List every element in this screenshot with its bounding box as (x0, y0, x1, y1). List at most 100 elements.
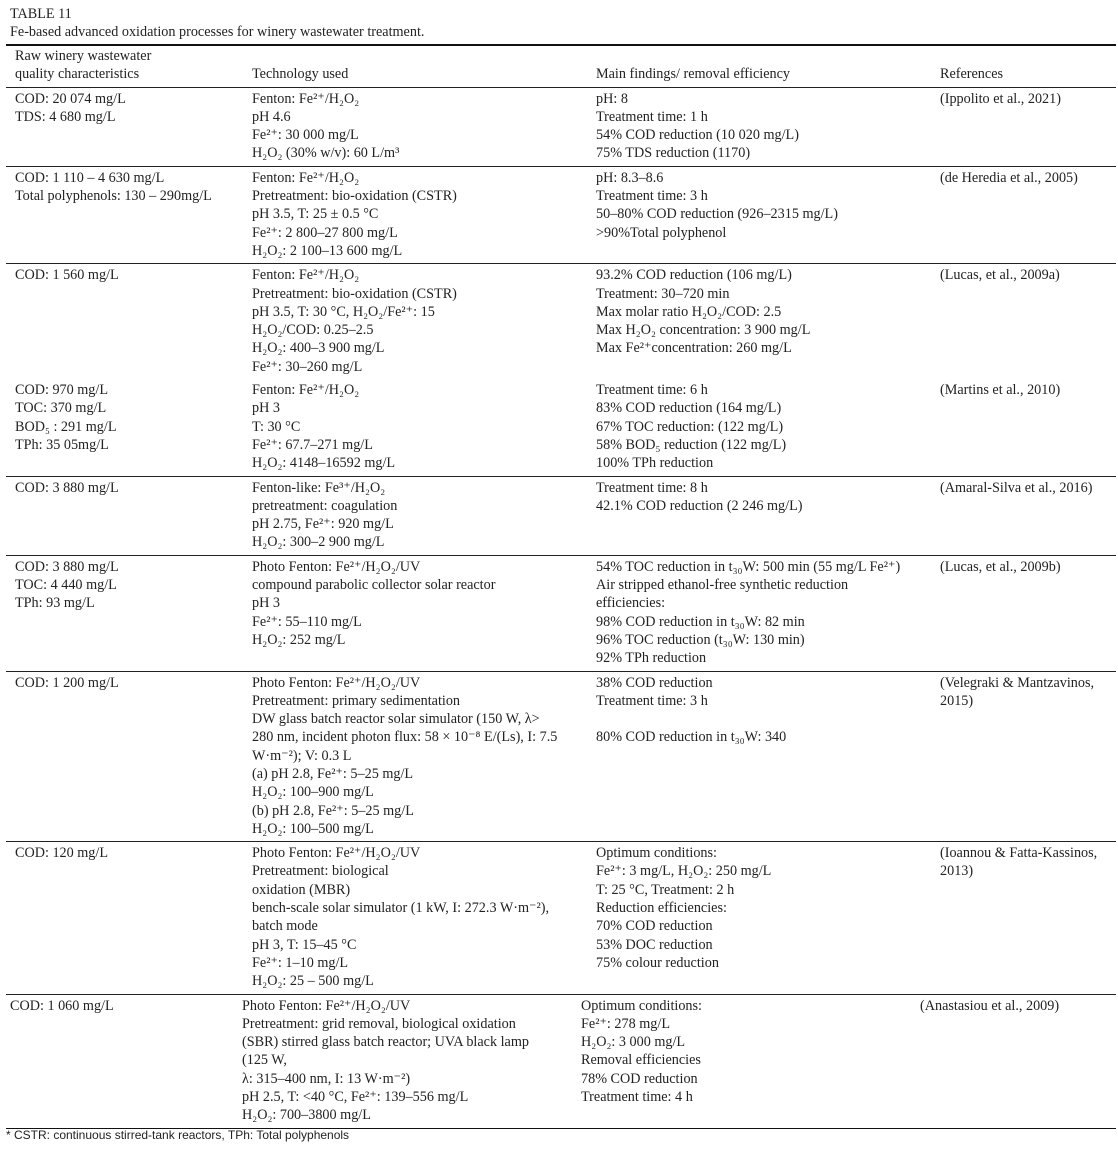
cell-line: Photo Fenton: Fe²⁺/H₂O₂/UV (252, 558, 421, 575)
cell-line: >90%Total polyphenol (596, 224, 727, 241)
cell-findings: 54% TOC reduction in t₃₀W: 500 min (55 m… (587, 558, 931, 668)
cell-reference: (Amaral-Silva et al., 2016) (931, 479, 1116, 552)
cell-wastewater-characteristics: COD: 20 074 mg/L TDS: 4 680 mg/L (6, 90, 243, 163)
cell-line: Treatment time: 3 h (596, 188, 708, 205)
cell-line: TOC: 370 mg/L (15, 400, 107, 417)
cell-findings: Optimum conditions: Fe²⁺: 3 mg/L, H₂O₂: 2… (587, 844, 931, 990)
cell-line: Fenton: Fe²⁺/H₂O₂ (252, 90, 360, 107)
cell-line: 100% TPh reduction (596, 455, 714, 472)
cell-line: Treatment time: 8 h (596, 479, 708, 496)
cell-technology: Fenton: Fe²⁺/H₂O₂ Pretreatment: bio-oxida… (243, 169, 587, 260)
cell-line: H₂O₂: 100–500 mg/L (252, 820, 374, 837)
cell-line: COD: 20 074 mg/L (15, 90, 126, 107)
cell-line: COD: 970 mg/L (15, 382, 109, 399)
cell-line: pH: 8 (596, 90, 628, 107)
cell-line: TPh: 93 mg/L (15, 595, 95, 612)
cell-line: Fenton: Fe²⁺/H₂O₂ (252, 267, 360, 284)
cell-findings: 93.2% COD reduction (106 mg/L) Treatment:… (587, 266, 931, 376)
cell-line: 67% TOC reduction: (122 mg/L) (596, 418, 784, 435)
cell-line: TDS: 4 680 mg/L (15, 108, 116, 125)
cell-line: T: 30 °C (252, 418, 301, 435)
cell-line: Treatment time: 1 h (596, 108, 708, 125)
cell-line: DW glass batch reactor solar simulator (… (252, 711, 540, 728)
header-row: Raw winery wastewater quality characteris… (6, 46, 1116, 88)
cell-line: quality characteristics (15, 66, 140, 83)
cell-line: Pretreatment: bio-oxidation (CSTR) (252, 188, 457, 205)
cell-line: 93.2% COD reduction (106 mg/L) (596, 267, 792, 284)
cell-line: H₂O₂: 3 000 mg/L (581, 1034, 686, 1051)
cell-reference: (Lucas, et al., 2009b) (931, 558, 1116, 668)
cell-line: Max molar ratio H₂O₂/COD: 2.5 (596, 303, 782, 320)
cell-line: 75% colour reduction (596, 954, 719, 971)
cell-line (596, 47, 931, 65)
cell-line: COD: 1 110 – 4 630 mg/L (15, 169, 165, 186)
cell-line: pH 3.5, T: 25 ± 0.5 °C (252, 206, 379, 223)
cell-line: Fe²⁺: 3 mg/L, H₂O₂: 250 mg/L (596, 863, 772, 880)
cell-line: 42.1% COD reduction (2 246 mg/L) (596, 497, 803, 514)
cell-line: Technology used (252, 66, 349, 83)
cell-line: 38% COD reduction (596, 674, 713, 691)
cell-line: COD: 3 880 mg/L (15, 479, 119, 496)
cell-line: oxidation (MBR) (252, 881, 351, 898)
cell-line: Main findings/ removal efficiency (596, 66, 790, 83)
cell-line: Fenton: Fe²⁺/H₂O₂ (252, 169, 360, 186)
cell-line: (Anastasiou et al., 2009) (920, 997, 1060, 1014)
cell-technology: Photo Fenton: Fe²⁺/H₂O₂/UV Pretreatment: … (233, 997, 577, 1125)
cell-technology: Fenton: Fe²⁺/H₂O₂ Pretreatment: bio-oxida… (243, 266, 587, 376)
cell-wastewater-characteristics: COD: 3 880 mg/L (6, 479, 243, 552)
cell-technology: Fenton: Fe²⁺/H₂O₂ pH 3 T: 30 °C Fe²⁺: 67.7–… (243, 381, 587, 472)
cell-line: H₂O₂ (30% w/v): 60 L/m³ (252, 145, 400, 162)
cell-wastewater-characteristics: COD: 1 200 mg/L (6, 674, 243, 839)
cell-line: bench-scale solar simulator (1 kW, I: 27… (252, 900, 549, 917)
cell-line: pH 3, T: 15–45 °C (252, 936, 357, 953)
cell-line: COD: 1 560 mg/L (15, 267, 119, 284)
cell-reference: (Anastasiou et al., 2009) (911, 997, 1096, 1125)
cell-line: COD: 1 200 mg/L (15, 674, 119, 691)
cell-wastewater-characteristics: COD: 970 mg/L TOC: 370 mg/L BOD₅ : 291 mg/… (6, 381, 243, 472)
cell-line: pH 3 (252, 595, 280, 612)
cell-line: T: 25 °C, Treatment: 2 h (596, 881, 735, 898)
cell-line: 92% TPh reduction (596, 650, 707, 667)
cell-line: (125 W, (242, 1052, 287, 1069)
table-row: COD: 1 560 mg/L Fenton: Fe²⁺/H₂O₂ Pretreat… (6, 264, 1116, 379)
cell-line: Treatment time: 6 h (596, 382, 708, 399)
cell-findings: pH: 8 Treatment time: 1 h 54% COD reductio… (587, 90, 931, 163)
cell-line: COD: 1 060 mg/L (10, 997, 114, 1014)
cell-wastewater-characteristics: Raw winery wastewater quality characteris… (6, 47, 243, 84)
cell-reference: (Velegraki & Mantzavinos, 2015) (931, 674, 1116, 839)
cell-line: H₂O₂: 4148–16592 mg/L (252, 455, 396, 472)
cell-line: Fe²⁺: 1–10 mg/L (252, 954, 349, 971)
cell-line: 96% TOC reduction (t₃₀W: 130 min) (596, 631, 805, 648)
cell-line: TPh: 35 05mg/L (15, 436, 109, 453)
cell-reference: (Ippolito et al., 2021) (931, 90, 1116, 163)
cell-line (252, 47, 587, 65)
cell-line: 98% COD reduction in t₃₀W: 82 min (596, 613, 805, 630)
cell-line: Total polyphenols: 130 – 290mg/L (15, 188, 212, 205)
cell-line: 53% DOC reduction (596, 936, 713, 953)
cell-line: (Ioannou & Fatta-Kassinos, (940, 845, 1098, 862)
cell-line: Fe²⁺: 30–260 mg/L (252, 358, 363, 375)
cell-line: 75% TDS reduction (1170) (596, 145, 751, 162)
cell-line: Photo Fenton: Fe²⁺/H₂O₂/UV (242, 997, 411, 1014)
table-row: COD: 20 074 mg/L TDS: 4 680 mg/L Fenton: F… (6, 88, 1116, 167)
table-label: TABLE 11 (10, 6, 72, 22)
cell-findings: pH: 8.3–8.6 Treatment time: 3 h 50–80% COD… (587, 169, 931, 260)
cell-line: Treatment: 30–720 min (596, 285, 730, 302)
table-title: Fe-based advanced oxidation processes fo… (10, 24, 425, 41)
cell-line: BOD₅ : 291 mg/L (15, 418, 117, 435)
cell-line: Pretreatment: grid removal, biological o… (242, 1015, 516, 1032)
cell-line: (a) pH 2.8, Fe²⁺: 5–25 mg/L (252, 765, 414, 782)
cell-technology: Fenton-like: Fe³⁺/H₂O₂ pretreatment: coag… (243, 479, 587, 552)
cell-line: 70% COD reduction (596, 918, 713, 935)
cell-line: Optimum conditions: (581, 997, 702, 1014)
table-row: COD: 1 060 mg/L Photo Fenton: Fe²⁺/H₂O₂/U… (6, 995, 1116, 1129)
cell-line: Optimum conditions: (596, 845, 717, 862)
cell-line: Removal efficiencies (581, 1052, 701, 1069)
cell-line: pH: 8.3–8.6 (596, 169, 664, 186)
table-row: COD: 3 880 mg/L Fenton-like: Fe³⁺/H₂O₂ pre… (6, 477, 1116, 556)
cell-line: Fenton: Fe²⁺/H₂O₂ (252, 382, 360, 399)
cell-technology: Technology used (243, 47, 587, 84)
cell-wastewater-characteristics: COD: 1 060 mg/L (1, 997, 238, 1125)
cell-line: 80% COD reduction in t₃₀W: 340 (596, 729, 787, 746)
cell-line: Fe²⁺: 67.7–271 mg/L (252, 436, 373, 453)
